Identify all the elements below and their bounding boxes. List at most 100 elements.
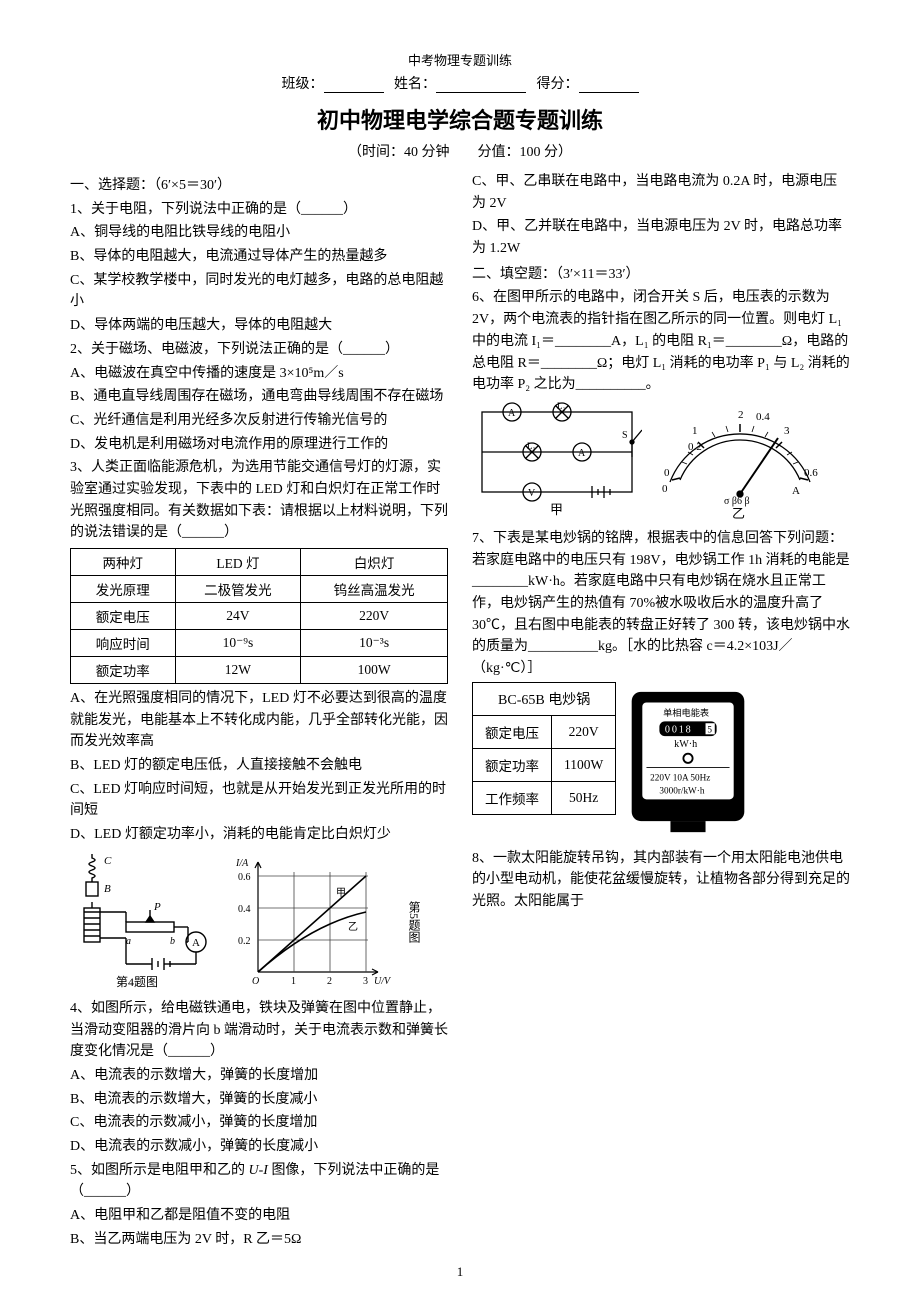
- q6-circuit-diagram: A L₂ S L₁ A V 甲: [472, 402, 642, 522]
- cell: 额定功率: [71, 657, 176, 684]
- svg-text:0.4: 0.4: [756, 411, 770, 423]
- q5-A: A、电阻甲和乙都是阻值不变的电阻: [70, 1205, 448, 1227]
- table-row: 额定电压220V: [473, 715, 616, 748]
- svg-text:O: O: [252, 976, 259, 987]
- q6-ammeter-dial: 0 1 2 3 0 0.2 0.4 0.6 A σ β6 β 乙: [650, 402, 830, 522]
- section2-heading: 二、填空题：（3′×11＝33′）: [472, 264, 850, 286]
- cell: 1100W: [552, 748, 616, 781]
- cell: 响应时间: [71, 630, 176, 657]
- cell: 白炽灯: [301, 549, 448, 576]
- svg-text:A: A: [192, 937, 200, 949]
- q3-stem: 3、人类正面临能源危机，为选用节能交通信号灯的灯源，实验室通过实验发现，下表中的…: [70, 457, 448, 544]
- q1-B: B、导体的电阻越大，电流通过导体产生的热量越多: [70, 246, 448, 268]
- svg-text:C: C: [104, 855, 112, 867]
- q2-D: D、发电机是利用磁场对电流作用的原理进行工作的: [70, 434, 448, 456]
- class-blank: [324, 77, 384, 93]
- fig5-side-label: 第5题图: [406, 901, 423, 943]
- class-label: 班级：: [282, 77, 324, 92]
- q3-B: B、LED 灯的额定电压低，人直接接触不会触电: [70, 755, 448, 777]
- subtitle: （时间：40 分钟 分值：100 分）: [70, 141, 850, 161]
- cell: 220V: [552, 715, 616, 748]
- q3-C: C、LED 灯响应时间短，也就是从开始发光到正发光所用的时间短: [70, 779, 448, 822]
- svg-text:V: V: [528, 488, 536, 499]
- name-blank: [436, 77, 526, 93]
- q4-B: B、电流表的示数增大，弹簧的长度减小: [70, 1089, 448, 1111]
- score-blank: [579, 77, 639, 93]
- svg-text:2: 2: [327, 976, 332, 987]
- header-fields: 班级： 姓名： 得分：: [70, 73, 850, 93]
- cell: 50Hz: [552, 781, 616, 814]
- score-label: 得分：: [537, 77, 579, 92]
- svg-text:0.6: 0.6: [804, 467, 818, 479]
- page-title: 初中物理电学综合题专题训练: [70, 103, 850, 135]
- table-row: 额定电压 24V 220V: [71, 603, 448, 630]
- q2-A: A、电磁波在真空中传播的速度是 3×10⁵m／s: [70, 363, 448, 385]
- nameplate-title: BC-65B 电炒锅: [473, 682, 616, 715]
- name-label: 姓名：: [394, 77, 436, 92]
- q4-stem: 4、如图所示，给电磁铁通电，铁块及弹簧在图中位置静止，当滑动变阻器的滑片向 b …: [70, 998, 448, 1063]
- q7-energy-meter: 单相电能表 0018 5 kW·h 220V 10A 50Hz 3000r/kW…: [628, 682, 748, 842]
- table-row: 额定功率1100W: [473, 748, 616, 781]
- q5-B: B、当乙两端电压为 2V 时，R 乙＝5Ω: [70, 1229, 448, 1251]
- q1-A: A、铜导线的电阻比铁导线的电阻小: [70, 222, 448, 244]
- q1-D: D、导体两端的电压越大，导体的电阻越大: [70, 315, 448, 337]
- svg-text:b: b: [170, 936, 175, 947]
- svg-text:0: 0: [664, 467, 670, 479]
- svg-text:220V 10A 50Hz: 220V 10A 50Hz: [650, 772, 710, 782]
- fig4-label: 第4题图: [116, 975, 158, 989]
- svg-text:2: 2: [738, 409, 744, 421]
- header-topic: 中考物理专题训练: [70, 50, 850, 69]
- q5-C: C、甲、乙串联在电路中，当电路电流为 0.2A 时，电源电压为 2V: [472, 171, 850, 214]
- q5-D: D、甲、乙并联在电路中，当电源电压为 2V 时，电路总功率为 1.2W: [472, 216, 850, 259]
- svg-text:A: A: [792, 485, 800, 497]
- cell: 额定电压: [473, 715, 552, 748]
- svg-text:0.6: 0.6: [238, 872, 251, 883]
- fig4-fig5-row: C B P a b A: [70, 852, 448, 992]
- q1-C: C、某学校教学楼中，同时发光的电灯越多，电路的总电阻越小: [70, 270, 448, 313]
- svg-text:P: P: [153, 901, 161, 913]
- table-row: 工作频率50Hz: [473, 781, 616, 814]
- q7-nameplate: BC-65B 电炒锅 额定电压220V 额定功率1100W 工作频率50Hz: [472, 682, 616, 815]
- q8-stem: 8、一款太阳能旋转吊钩，其内部装有一个用太阳能电池供电的小型电动机，能使花盆缓慢…: [472, 848, 850, 913]
- cell: 工作频率: [473, 781, 552, 814]
- page-number: 1: [0, 1264, 920, 1280]
- q1-stem: 1、关于电阻，下列说法中正确的是（______）: [70, 199, 448, 221]
- q4-circuit-diagram: C B P a b A: [70, 852, 220, 992]
- svg-text:0.4: 0.4: [238, 904, 251, 915]
- q4-D: D、电流表的示数减小，弹簧的长度减小: [70, 1136, 448, 1158]
- svg-text:A: A: [508, 408, 516, 419]
- svg-text:0.2: 0.2: [688, 441, 702, 453]
- q6-figs: A L₂ S L₁ A V 甲: [472, 402, 850, 522]
- cell: 10⁻⁹s: [175, 630, 301, 657]
- cell: 额定电压: [71, 603, 176, 630]
- table-row: 额定功率 12W 100W: [71, 657, 448, 684]
- svg-text:5: 5: [708, 724, 713, 734]
- cell: 额定功率: [473, 748, 552, 781]
- svg-text:0.2: 0.2: [238, 936, 251, 947]
- svg-text:3000r/kW·h: 3000r/kW·h: [660, 785, 705, 795]
- svg-text:a: a: [126, 936, 131, 947]
- q6-fig-right-label: 乙: [732, 506, 745, 521]
- svg-text:U/V: U/V: [374, 976, 392, 987]
- cell: 钨丝高温发光: [301, 576, 448, 603]
- q6-fig-left-label: 甲: [550, 502, 563, 517]
- q5-ui-chart: I/A 0.6 0.4 0.2 O 1 2 3 U/V 甲 乙: [228, 852, 398, 992]
- q4-A: A、电流表的示数增大，弹簧的长度增加: [70, 1065, 448, 1087]
- svg-text:I/A: I/A: [235, 858, 249, 869]
- table-row: 两种灯 LED 灯 白炽灯: [71, 549, 448, 576]
- q7-figs: BC-65B 电炒锅 额定电压220V 额定功率1100W 工作频率50Hz 单…: [472, 682, 850, 842]
- q2-B: B、通电直导线周围存在磁场，通电弯曲导线周围不存在磁场: [70, 386, 448, 408]
- table-row: 发光原理 二极管发光 钨丝高温发光: [71, 576, 448, 603]
- q2-C: C、光纤通信是利用光经多次反射进行传输光信号的: [70, 410, 448, 432]
- cell: 220V: [301, 603, 448, 630]
- svg-text:0018: 0018: [665, 724, 693, 735]
- svg-text:A: A: [578, 448, 586, 459]
- cell: 100W: [301, 657, 448, 684]
- cell: 10⁻³s: [301, 630, 448, 657]
- cell: 二极管发光: [175, 576, 301, 603]
- svg-text:1: 1: [291, 976, 296, 987]
- svg-text:0: 0: [662, 483, 668, 495]
- cell: 两种灯: [71, 549, 176, 576]
- svg-text:1: 1: [692, 425, 698, 437]
- content-columns: 一、选择题：（6′×5＝30′） 1、关于电阻，下列说法中正确的是（______…: [70, 171, 850, 1251]
